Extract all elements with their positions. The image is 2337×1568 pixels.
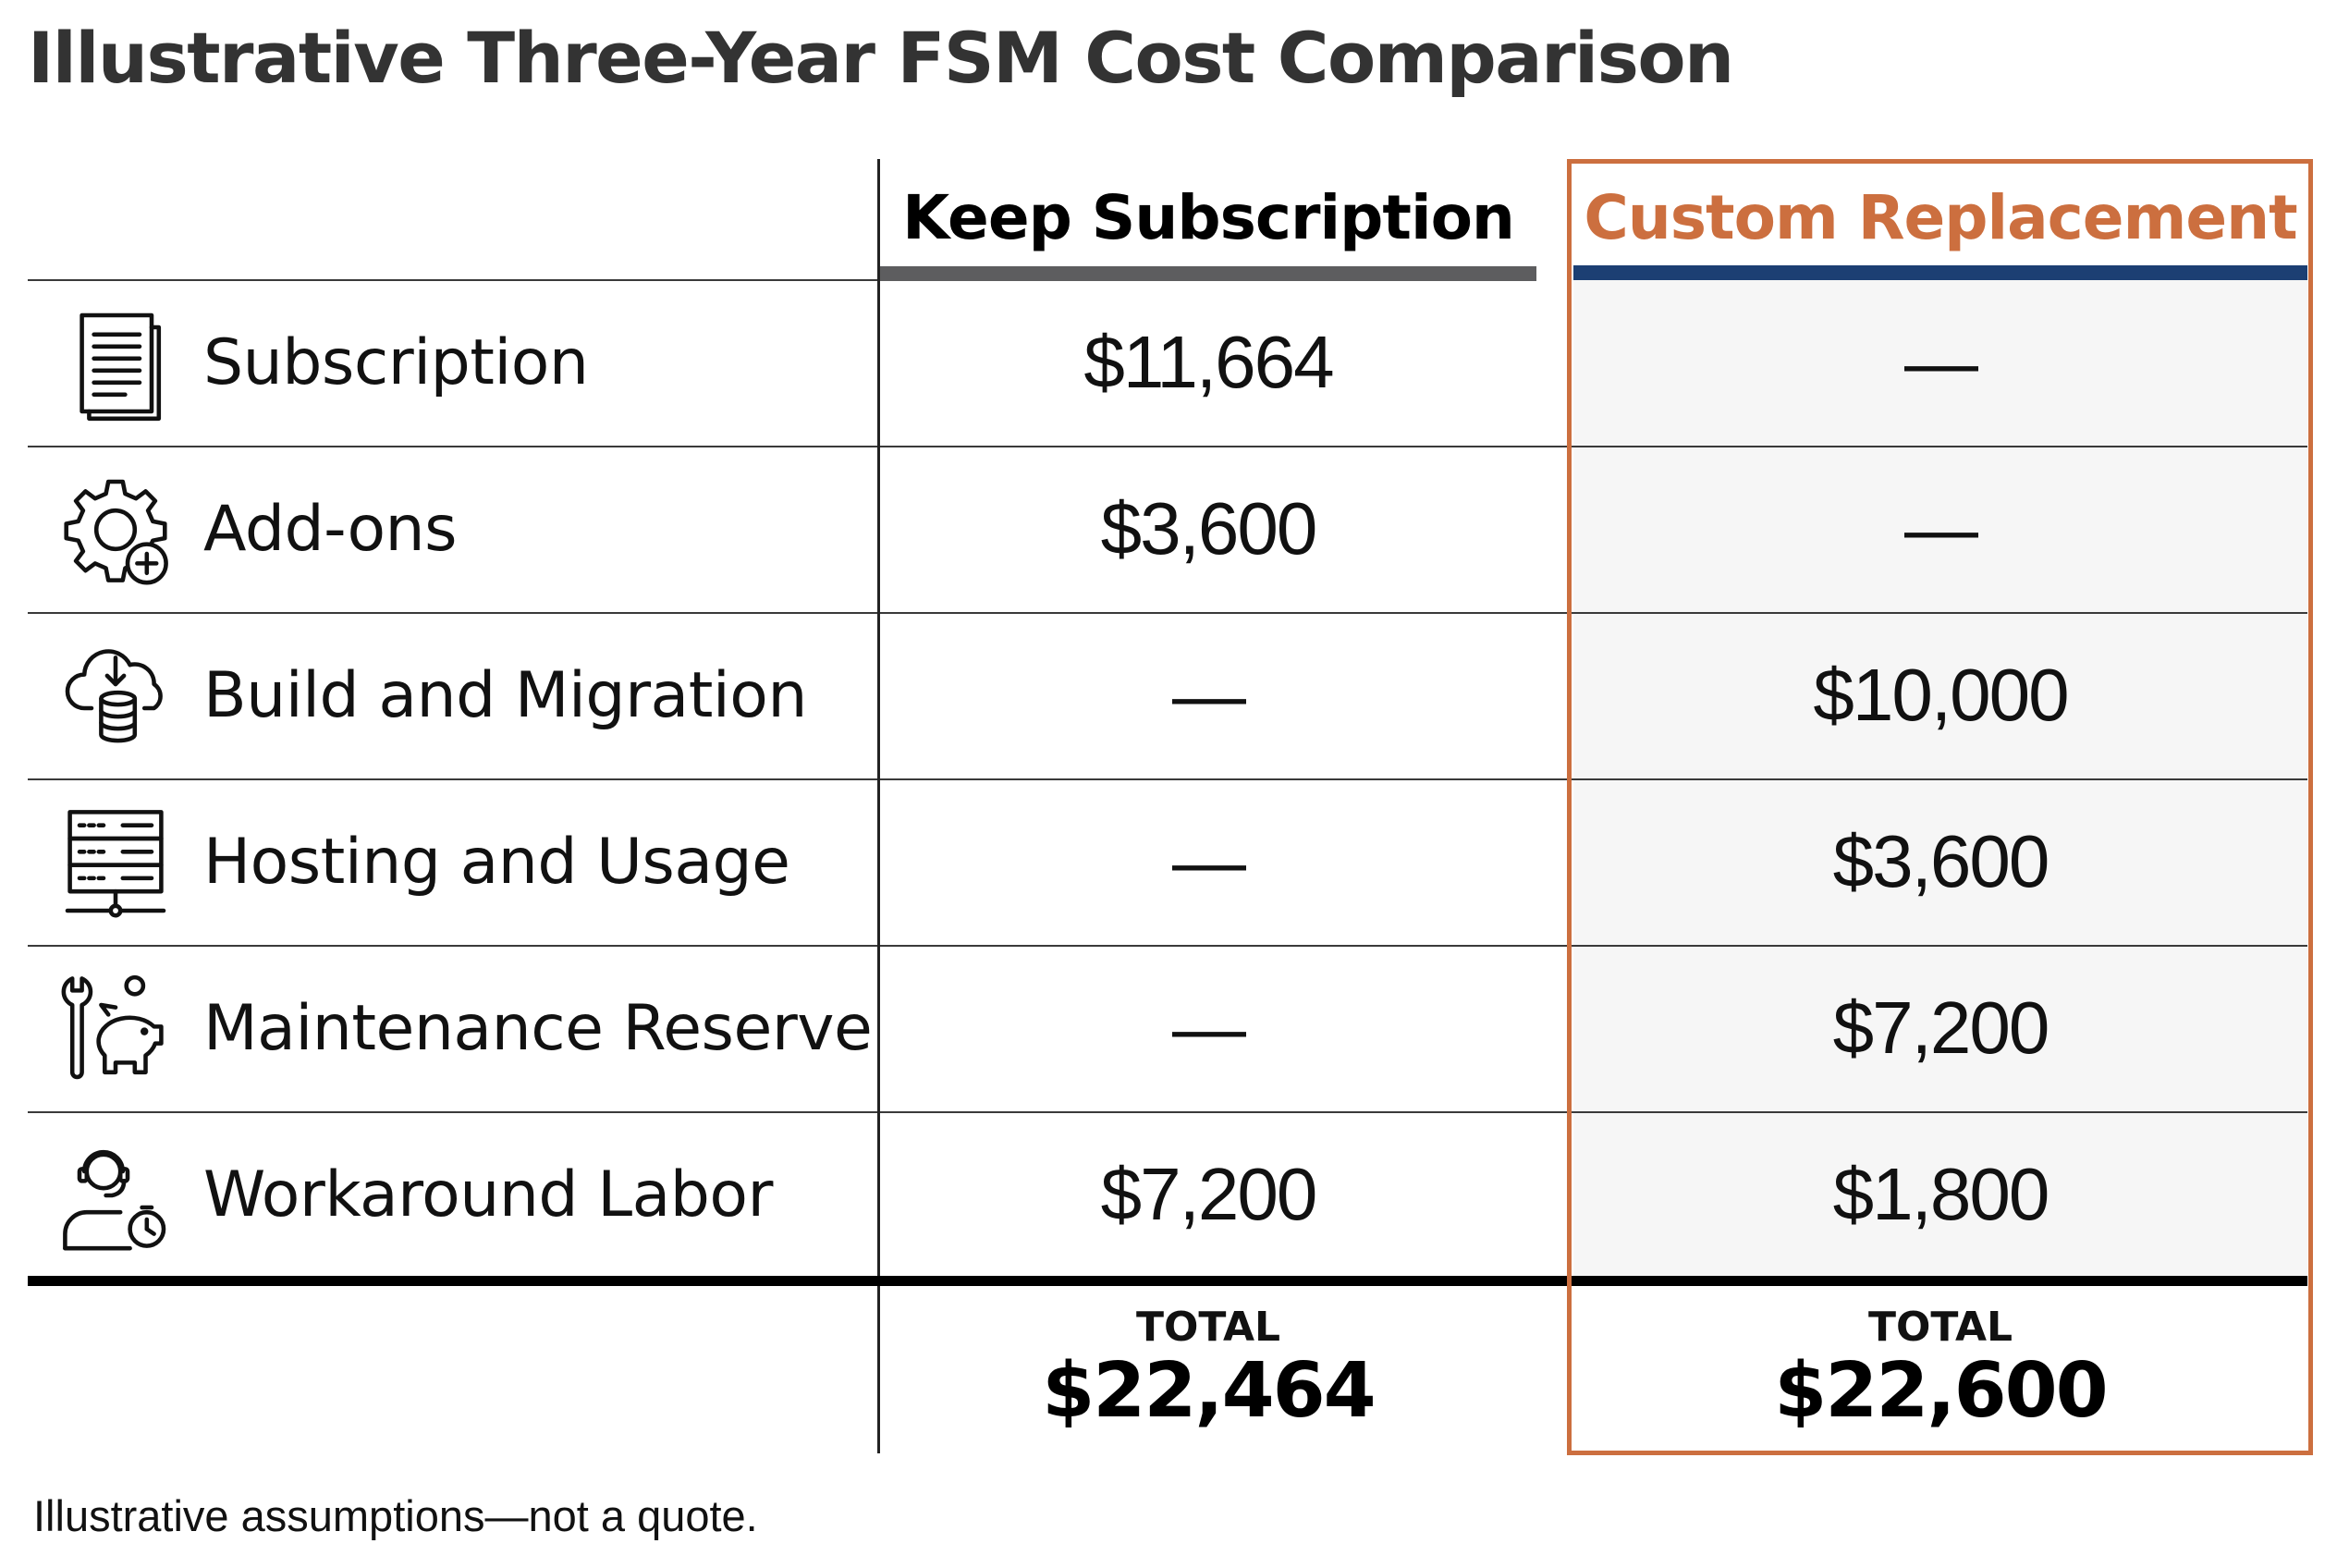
row-divider xyxy=(28,945,2307,947)
row-label: Build and Migration xyxy=(203,658,807,732)
header-divider xyxy=(28,279,880,281)
keep-value: $7,200 xyxy=(1100,1153,1318,1235)
row-label: Hosting and Usage xyxy=(203,825,790,899)
keep-value: — xyxy=(1172,654,1246,736)
custom-value: $7,200 xyxy=(1832,986,2050,1069)
custom-value: — xyxy=(1904,487,1978,570)
total-rule xyxy=(28,1276,2307,1286)
document-icon xyxy=(55,303,176,423)
table-row-hosting-and-usage: Hosting and Usage — $3,600 xyxy=(28,778,2307,945)
keep-value: $3,600 xyxy=(1100,487,1318,570)
keep-value: — xyxy=(1172,820,1246,902)
footnote: Illustrative assumptions—not a quote. xyxy=(33,1491,758,1540)
total-value: $22,600 xyxy=(1774,1347,2108,1435)
table-row-maintenance-reserve: Maintenance Reserve — $7,200 xyxy=(28,945,2307,1111)
total-keep-subscription: TOTAL $22,464 xyxy=(880,1304,1536,1435)
server-icon xyxy=(55,802,176,923)
custom-value: $1,800 xyxy=(1832,1153,2050,1235)
column-header-custom-replacement: Custom Replacement xyxy=(1584,181,2297,253)
wrench-piggy-bank-icon xyxy=(55,969,176,1089)
custom-value: $10,000 xyxy=(1813,654,2069,736)
total-custom-replacement: TOTAL $22,600 xyxy=(1573,1304,2307,1435)
table-row-workaround-labor: Workaround Labor $7,200 $1,800 xyxy=(28,1111,2307,1278)
keep-header-underline xyxy=(880,266,1536,281)
table-row-subscription: Subscription $11,664 — xyxy=(28,279,2307,446)
column-header-keep-subscription: Keep Subscription xyxy=(902,181,1515,253)
cloud-database-icon xyxy=(55,636,176,756)
row-divider xyxy=(28,446,2307,447)
chart-title: Illustrative Three-Year FSM Cost Compari… xyxy=(28,17,1734,99)
custom-column-highlight xyxy=(1567,159,2313,1455)
row-label: Maintenance Reserve xyxy=(203,991,873,1065)
table-row-add-ons: Add-ons $3,600 — xyxy=(28,446,2307,612)
gear-plus-icon xyxy=(55,470,176,590)
keep-value: — xyxy=(1172,986,1246,1069)
total-label: TOTAL xyxy=(1867,1304,2013,1351)
keep-value: $11,664 xyxy=(1083,321,1334,403)
row-divider xyxy=(28,612,2307,614)
custom-value: — xyxy=(1904,321,1978,403)
row-label: Workaround Labor xyxy=(203,1158,774,1231)
total-value: $22,464 xyxy=(1042,1347,1376,1435)
support-agent-clock-icon xyxy=(55,1135,176,1256)
custom-column-background xyxy=(1573,274,2307,1281)
row-divider xyxy=(28,778,2307,780)
custom-value: $3,600 xyxy=(1832,820,2050,902)
custom-header-underline xyxy=(1573,265,2307,280)
row-divider xyxy=(28,1111,2307,1113)
row-label: Add-ons xyxy=(203,492,458,566)
total-label: TOTAL xyxy=(1135,1304,1281,1351)
table-row-build-and-migration: Build and Migration — $10,000 xyxy=(28,612,2307,778)
row-label: Subscription xyxy=(203,325,589,399)
column-divider xyxy=(877,159,880,1453)
